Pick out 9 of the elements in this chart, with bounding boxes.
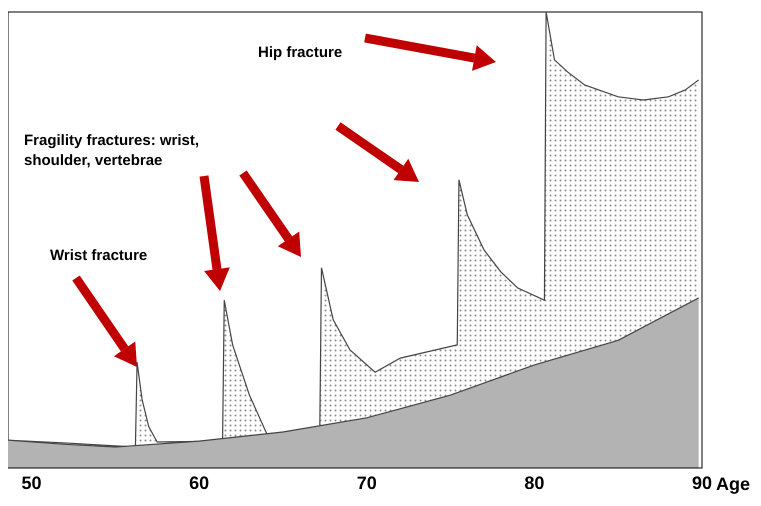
x-tick-label: 90 — [692, 472, 712, 493]
x-tick-label: 60 — [189, 472, 210, 493]
annotation: Wrist fracture — [50, 246, 148, 266]
x-axis-title: Age — [716, 474, 750, 494]
annotation: Fragility fractures: wrist, shoulder, vertebrae — [24, 131, 200, 171]
annotation: Hip fracture — [258, 43, 342, 63]
x-tick-label: 50 — [21, 472, 42, 493]
x-tick-label: 70 — [356, 472, 377, 493]
x-tick-label: 80 — [524, 472, 544, 493]
